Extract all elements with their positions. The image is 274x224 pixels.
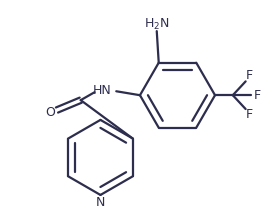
Text: O: O — [45, 106, 55, 118]
Text: F: F — [246, 69, 253, 82]
Text: F: F — [246, 108, 253, 121]
Text: N: N — [96, 196, 105, 209]
Text: H$_2$N: H$_2$N — [144, 17, 170, 32]
Text: F: F — [254, 89, 261, 102]
Text: HN: HN — [93, 84, 112, 97]
